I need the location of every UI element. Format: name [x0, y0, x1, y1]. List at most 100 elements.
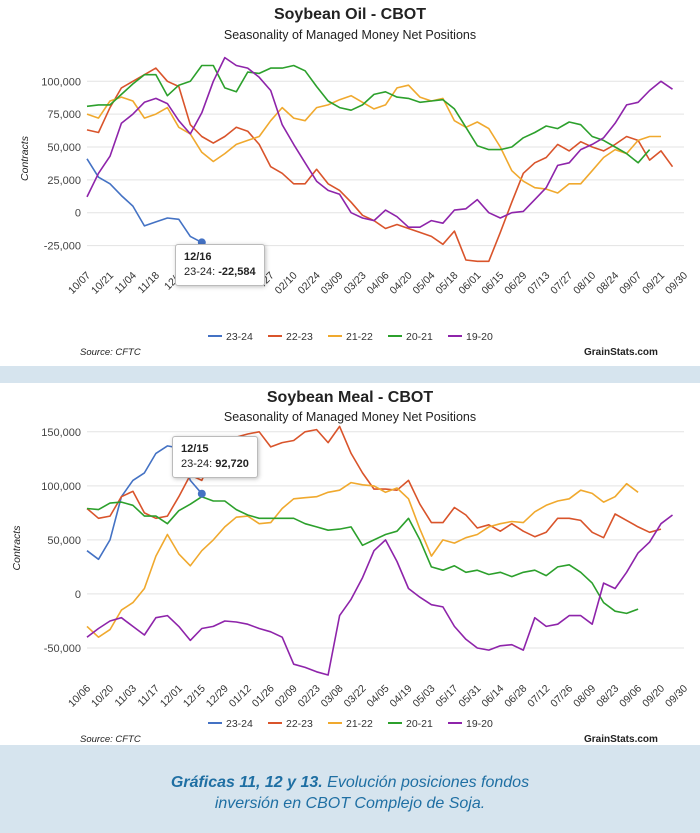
x-tick-label: 09/21 — [640, 270, 667, 297]
legend-label: 19-20 — [466, 718, 493, 730]
x-tick-label: 07/12 — [525, 683, 552, 710]
x-tick-label: 01/12 — [227, 683, 254, 710]
legend-label: 22-23 — [286, 331, 313, 343]
x-tick-label: 07/26 — [548, 683, 575, 710]
x-tick-label: 10/21 — [89, 270, 116, 297]
x-tick-label: 08/23 — [594, 683, 621, 710]
x-tick-label: 05/17 — [433, 683, 460, 710]
y-tick-label: 75,000 — [47, 109, 81, 121]
x-tick-label: 10/06 — [66, 683, 93, 710]
x-tick-label: 04/05 — [365, 683, 392, 710]
x-tick-label: 06/28 — [502, 683, 529, 710]
y-tick-label: 25,000 — [47, 175, 81, 187]
x-tick-label: 12/01 — [158, 683, 185, 710]
y-tick-label: 0 — [75, 208, 81, 220]
highlight-point — [197, 489, 206, 498]
x-tick-label: 08/10 — [571, 270, 598, 297]
y-tick-label: 100,000 — [41, 76, 81, 88]
tooltip-date: 12/16 — [184, 251, 212, 263]
x-tick-label: 02/09 — [273, 683, 300, 710]
tooltip-series: 23-24 — [181, 458, 210, 470]
tooltip-date: 12/15 — [181, 443, 209, 455]
series-line-19-20 — [86, 56, 673, 228]
caption-text: Evolución posiciones fondos — [322, 774, 530, 791]
soybean-meal-chart-panel: -50,000 0 50,000 100,000 150,000 Contracts 10/… — [0, 383, 700, 745]
x-tick-label: 04/06 — [365, 270, 392, 297]
series-line-19-20 — [86, 514, 673, 676]
y-axis-label: Contracts — [19, 135, 31, 181]
figure-caption: Gráficas 11, 12 y 13. Evolución posicion… — [0, 772, 700, 814]
y-tick-label: 50,000 — [47, 142, 81, 154]
x-tick-label: 08/09 — [571, 683, 598, 710]
x-tick-label: 03/09 — [319, 270, 346, 297]
x-tick-label: 06/01 — [456, 270, 483, 297]
x-tick-label: 03/23 — [342, 270, 369, 297]
tooltip-value: 92,720 — [215, 458, 249, 470]
caption-bold: Gráficas 11, 12 y 13. — [170, 774, 323, 791]
legend-label: 21-22 — [346, 718, 373, 730]
series-line-21-22 — [86, 481, 639, 638]
legend-label: 20-21 — [406, 718, 433, 730]
x-tick-label: 11/04 — [113, 270, 140, 297]
x-tick-label: 04/19 — [388, 683, 415, 710]
series-line-22-23 — [86, 67, 674, 263]
x-tick-label: 06/29 — [502, 270, 529, 297]
series-line-20-21 — [86, 64, 651, 164]
legend-label: 20-21 — [406, 331, 433, 343]
x-tick-label: 03/22 — [342, 683, 369, 710]
x-tick-label: 05/03 — [410, 683, 437, 710]
legend-label: 19-20 — [466, 331, 493, 343]
x-tick-label: 05/31 — [456, 683, 483, 710]
x-tick-label: 09/20 — [640, 683, 667, 710]
credit-note: GrainStats.com — [584, 734, 658, 745]
y-tick-label: -50,000 — [44, 643, 81, 655]
series-line-20-21 — [86, 495, 639, 615]
legend-label: 23-24 — [226, 331, 253, 343]
legend-label: 23-24 — [226, 718, 253, 730]
chart-subtitle: Seasonality of Managed Money Net Positio… — [223, 410, 477, 424]
x-tick-label: 05/04 — [410, 270, 437, 297]
y-tick-label: -25,000 — [44, 241, 81, 253]
soybean-oil-chart: -25,000 0 25,000 50,000 75,000 100,000 Contrac… — [19, 56, 690, 343]
x-tick-label: 05/18 — [433, 270, 460, 297]
x-tick-label: 09/30 — [663, 270, 690, 297]
data-tooltip: 12/16 23-24: -22,584 — [175, 244, 265, 286]
x-tick-label: 08/24 — [594, 270, 621, 297]
series-line-22-23 — [86, 425, 662, 539]
x-tick-label: 09/06 — [617, 683, 644, 710]
x-tick-label: 01/26 — [250, 683, 277, 710]
caption-line2: inversión en CBOT Complejo de Soja. — [214, 795, 486, 812]
y-axis-label: Contracts — [11, 525, 23, 571]
x-tick-label: 07/27 — [548, 270, 575, 297]
x-tick-label: 11/17 — [135, 683, 162, 710]
tooltip-value: -22,584 — [218, 266, 256, 278]
x-tick-label: 11/18 — [135, 270, 162, 297]
x-tick-label: 10/07 — [66, 270, 93, 297]
x-tick-label: 02/23 — [296, 683, 323, 710]
x-tick-label: 07/13 — [525, 270, 552, 297]
x-tick-label: 06/14 — [479, 683, 506, 710]
chart-title: Soybean Oil - CBOT — [273, 6, 426, 23]
y-tick-label: 100,000 — [41, 481, 81, 493]
x-tick-label: 11/03 — [113, 683, 140, 710]
soybean-meal-chart: -50,000 0 50,000 100,000 150,000 Contracts 10/… — [11, 425, 690, 730]
x-tick-label: 04/20 — [388, 270, 415, 297]
x-tick-label: 06/15 — [479, 270, 506, 297]
source-note: Source: CFTC — [80, 734, 141, 745]
chart-title: Soybean Meal - CBOT — [266, 389, 434, 406]
y-tick-label: 0 — [75, 589, 81, 601]
series-line-21-22 — [86, 84, 661, 194]
data-tooltip: 12/15 23-24: 92,720 — [172, 436, 258, 478]
x-tick-label: 02/24 — [296, 270, 323, 297]
x-tick-label: 10/20 — [89, 683, 116, 710]
tooltip-series: 23-24 — [184, 266, 213, 278]
y-tick-label: 150,000 — [41, 427, 81, 439]
x-tick-label: 12/29 — [204, 683, 231, 710]
soybean-oil-chart-panel: -25,000 0 25,000 50,000 75,000 100,000 Contrac… — [0, 0, 700, 366]
source-note: Source: CFTC — [80, 347, 141, 358]
x-tick-label: 02/10 — [273, 270, 300, 297]
y-tick-label: 50,000 — [47, 535, 81, 547]
legend-label: 22-23 — [286, 718, 313, 730]
x-tick-label: 09/30 — [663, 683, 690, 710]
legend-label: 21-22 — [346, 331, 373, 343]
